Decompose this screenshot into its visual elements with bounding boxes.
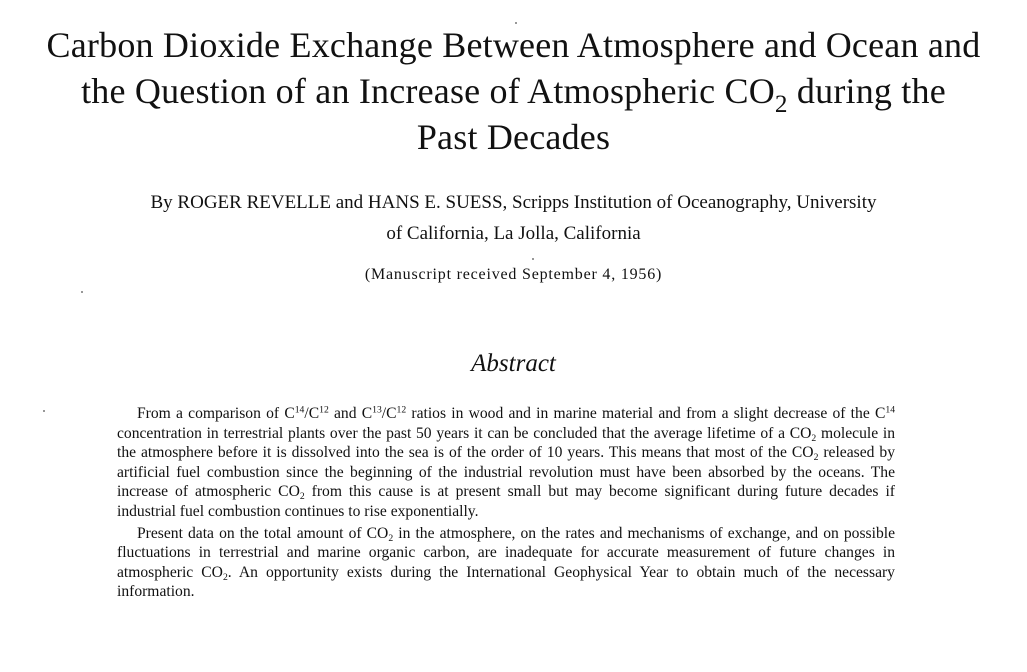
paper-title-line-1: Carbon Dioxide Exchange Between Atmosphe… [46, 25, 981, 65]
author-byline-line-1: By ROGER REVELLE and HANS E. SUESS, Scri… [150, 192, 877, 213]
text-run: . An opportunity exists during the Inter… [117, 563, 895, 601]
superscript: 14 [885, 404, 896, 416]
subscript: 2 [388, 532, 394, 544]
scan-speck [81, 291, 83, 293]
paper-title-line-3: Past Decades [416, 117, 611, 157]
manuscript-received-date: (Manuscript received September 4, 1956) [364, 266, 663, 283]
superscript: 12 [396, 404, 407, 416]
abstract-body: From a comparison of C14/C12 and C13/C12… [117, 404, 895, 602]
text-run: ratios in wood and in marine material an… [406, 405, 886, 422]
scan-speck [532, 258, 534, 260]
superscript: 12 [319, 404, 329, 416]
text-run: /C [304, 405, 320, 422]
subscript: 2 [299, 491, 305, 503]
superscript: 14 [294, 404, 305, 416]
text-run: Present data on the total amount of CO [137, 524, 389, 542]
title-text-part: the Question of an Increase of Atmospher… [81, 71, 775, 111]
text-run: from this cause is at present small but … [117, 483, 895, 520]
superscript: 13 [372, 404, 382, 416]
abstract-heading: Abstract [471, 350, 556, 377]
text-run: released by artificial fuel combustion s… [117, 444, 895, 501]
author-byline-line-2: of California, La Jolla, California [386, 223, 641, 244]
subscript: 2 [811, 432, 817, 444]
scan-speck [43, 410, 45, 412]
text-run: in the atmosphere, on the rates and mech… [117, 524, 895, 581]
title-text-part: during the [787, 71, 946, 111]
subscript: 2 [222, 571, 228, 583]
subscript: 2 [813, 452, 819, 464]
scan-speck [515, 22, 517, 24]
text-run: and C [328, 405, 373, 422]
text-run: molecule in the atmosphere before it is … [117, 424, 896, 462]
abstract-paragraph-2: Present data on the total amount of CO2 … [117, 524, 895, 602]
text-run: concentration in terrestrial plants over… [117, 424, 812, 442]
text-run: /C [381, 405, 397, 422]
title-subscript: 2 [774, 90, 788, 118]
text-run: From a comparison of C [137, 405, 295, 422]
paper-title-line-2: the Question of an Increase of Atmospher… [20, 68, 1007, 117]
abstract-paragraph-1: From a comparison of C14/C12 and C13/C12… [117, 404, 895, 522]
